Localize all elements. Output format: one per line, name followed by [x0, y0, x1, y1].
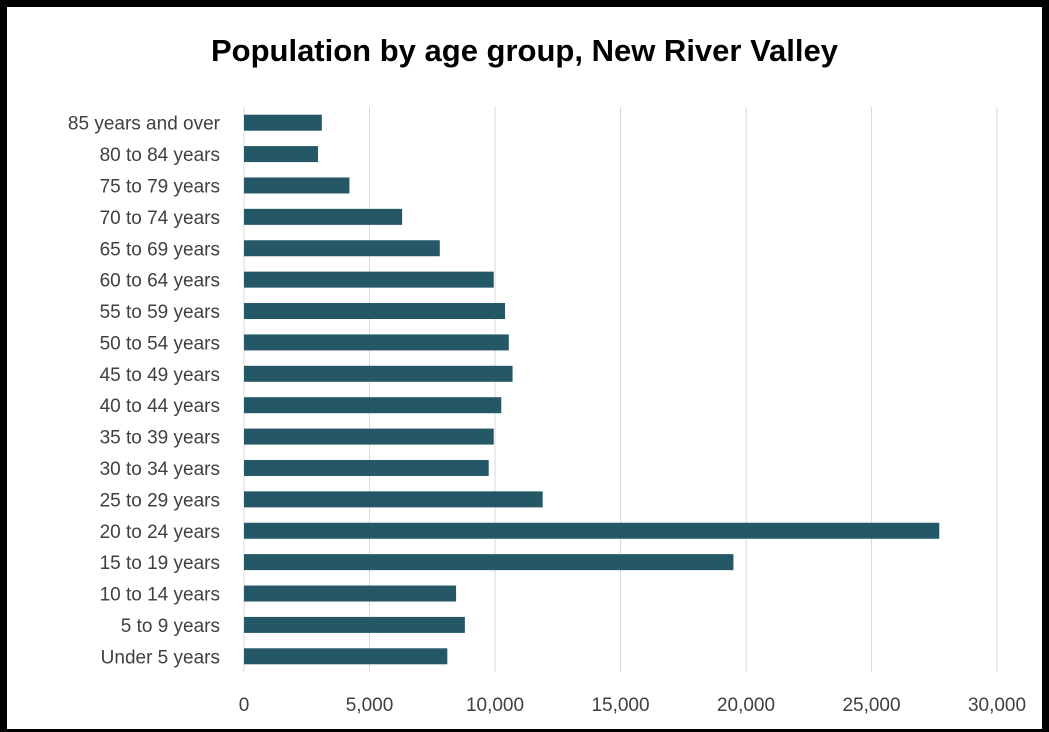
bar-12 [244, 271, 494, 288]
y-tick-label-13: 65 to 69 years [100, 239, 220, 260]
y-tick-label-7: 35 to 39 years [100, 428, 220, 449]
y-tick-label-4: 20 to 24 years [100, 522, 220, 543]
bar-9 [244, 365, 513, 382]
bar-8 [244, 397, 502, 414]
chart-title: Population by age group, New River Valle… [210, 33, 839, 68]
y-tick-label-6: 30 to 34 years [100, 459, 220, 480]
y-tick-label-17: 85 years and over [68, 114, 221, 135]
bar-0 [244, 648, 448, 665]
bar-16 [244, 146, 319, 163]
y-tick-label-11: 55 to 59 years [100, 302, 220, 323]
bar-17 [244, 114, 322, 131]
x-tick-label-3: 15,000 [591, 695, 649, 716]
bar-7 [244, 428, 494, 445]
y-tick-label-10: 50 to 54 years [100, 333, 220, 354]
y-tick-label-12: 60 to 64 years [100, 271, 220, 292]
bar-4 [244, 522, 940, 539]
x-tick-label-4: 20,000 [717, 695, 775, 716]
bar-11 [244, 303, 506, 320]
y-tick-label-14: 70 to 74 years [100, 208, 220, 229]
y-tick-label-16: 80 to 84 years [100, 145, 220, 166]
bar-10 [244, 334, 509, 351]
y-tick-label-1: 5 to 9 years [121, 616, 220, 637]
y-tick-label-3: 15 to 19 years [100, 553, 220, 574]
bar-14 [244, 208, 403, 225]
bar-6 [244, 459, 489, 476]
bar-15 [244, 177, 350, 194]
x-tick-label-5: 25,000 [842, 695, 900, 716]
y-tick-label-2: 10 to 14 years [100, 585, 220, 606]
bar-2 [244, 585, 457, 602]
y-tick-label-15: 75 to 79 years [100, 176, 220, 197]
bar-1 [244, 616, 465, 633]
y-tick-label-8: 40 to 44 years [100, 396, 220, 417]
bar-5 [244, 491, 543, 508]
y-tick-label-0: Under 5 years [101, 647, 220, 668]
x-tick-label-1: 5,000 [346, 695, 394, 716]
x-tick-label-0: 0 [239, 695, 250, 716]
y-tick-label-5: 25 to 29 years [100, 490, 220, 511]
bar-13 [244, 240, 440, 257]
x-tick-label-6: 30,000 [968, 695, 1026, 716]
x-tick-label-2: 10,000 [466, 695, 524, 716]
bar-3 [244, 554, 734, 571]
y-tick-label-9: 45 to 49 years [100, 365, 220, 386]
